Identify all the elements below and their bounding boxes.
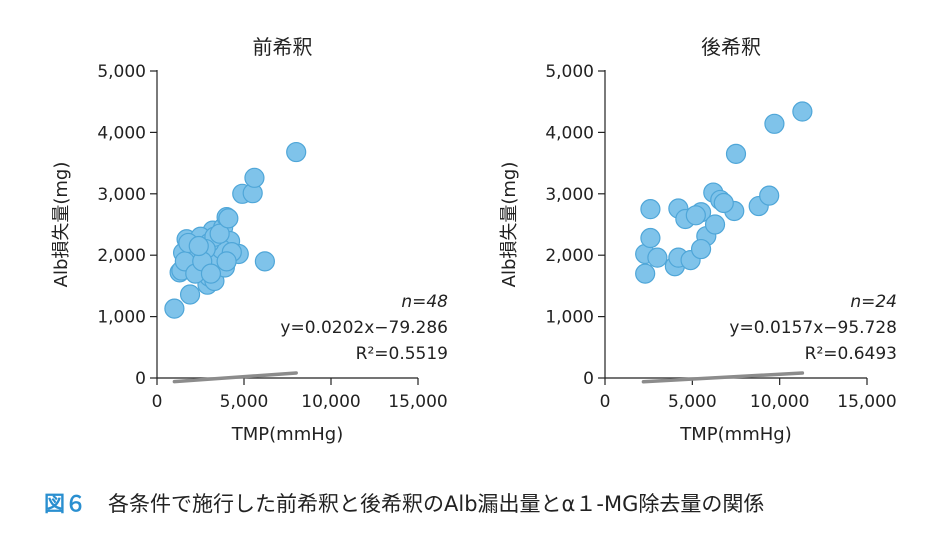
stats-annotation: y=0.0157x−95.728 bbox=[729, 318, 897, 338]
data-point bbox=[704, 214, 726, 235]
y-tick-label: 4,000 bbox=[545, 123, 594, 143]
y-tick-label: 2,000 bbox=[545, 246, 594, 266]
y-tick-label: 5,000 bbox=[545, 62, 594, 82]
data-point bbox=[254, 251, 275, 272]
chart-title: 前希釈 bbox=[253, 35, 313, 59]
chart-post-dilution: 後希釈 0 1,000 2,000 3,000 4,000 5,000 0 5,000 10,00… bbox=[499, 35, 897, 445]
data-point bbox=[640, 199, 661, 220]
y-tick-label: 0 bbox=[135, 369, 146, 389]
x-tick-label: 5,000 bbox=[220, 392, 269, 412]
chart-pre-dilution: 前希釈 0 1,000 2,000 3,000 4,000 5,000 0 5,000 10,00… bbox=[51, 35, 448, 445]
x-tick-label: 5,000 bbox=[668, 392, 717, 412]
figure-number: 図６ bbox=[44, 492, 86, 516]
figure-caption: 図６ 各条件で施行した前希釈と後希釈のAlb漏出量とα１-MG除去量の関係 bbox=[44, 488, 764, 518]
data-point bbox=[759, 185, 780, 206]
data-point bbox=[713, 192, 734, 214]
y-tick-label: 3,000 bbox=[545, 185, 594, 205]
y-tick-label: 5,000 bbox=[97, 62, 146, 82]
y-axis-label: Alb損失量(mg) bbox=[499, 162, 520, 288]
data-point bbox=[764, 113, 785, 134]
stats-annotation: n=48 bbox=[401, 292, 448, 312]
y-tick-label: 1,000 bbox=[97, 308, 146, 328]
data-point bbox=[244, 167, 265, 188]
figure-caption-text: 各条件で施行した前希釈と後希釈のAlb漏出量とα１-MG除去量の関係 bbox=[108, 492, 765, 516]
data-point bbox=[209, 223, 230, 244]
data-point bbox=[690, 238, 712, 260]
x-tick-label: 10,000 bbox=[750, 392, 809, 412]
x-axis-label: TMP(mmHg) bbox=[679, 424, 791, 445]
x-tick-label: 15,000 bbox=[388, 392, 447, 412]
stats-annotation: R²=0.6493 bbox=[805, 344, 897, 364]
data-point bbox=[792, 101, 813, 122]
data-point bbox=[647, 247, 668, 268]
y-tick-label: 1,000 bbox=[545, 308, 594, 328]
data-point bbox=[640, 227, 661, 249]
data-point bbox=[200, 263, 222, 284]
x-tick-label: 0 bbox=[152, 392, 163, 412]
stats-annotation: n=24 bbox=[850, 292, 897, 312]
y-tick-label: 0 bbox=[583, 369, 594, 389]
x-axis-label: TMP(mmHg) bbox=[231, 424, 343, 445]
data-point bbox=[188, 235, 209, 257]
fit-line bbox=[172, 371, 298, 384]
fit-line bbox=[641, 371, 805, 384]
data-point bbox=[685, 205, 706, 226]
y-tick-label: 2,000 bbox=[97, 246, 146, 266]
data-point bbox=[635, 263, 656, 284]
y-axis-label: Alb損失量(mg) bbox=[51, 162, 72, 288]
data-point bbox=[179, 284, 201, 305]
data-point bbox=[216, 251, 237, 272]
data-point bbox=[164, 298, 185, 319]
x-tick-label: 10,000 bbox=[301, 392, 360, 412]
data-point bbox=[218, 208, 239, 229]
stats-annotation: R²=0.5519 bbox=[356, 344, 448, 364]
data-point bbox=[286, 141, 307, 163]
data-point bbox=[725, 143, 747, 164]
stats-annotation: y=0.0202x−79.286 bbox=[280, 318, 448, 338]
y-tick-label: 4,000 bbox=[97, 123, 146, 143]
chart-title: 後希釈 bbox=[701, 35, 761, 59]
x-tick-label: 0 bbox=[600, 392, 611, 412]
y-tick-label: 3,000 bbox=[97, 185, 146, 205]
x-tick-label: 15,000 bbox=[837, 392, 896, 412]
